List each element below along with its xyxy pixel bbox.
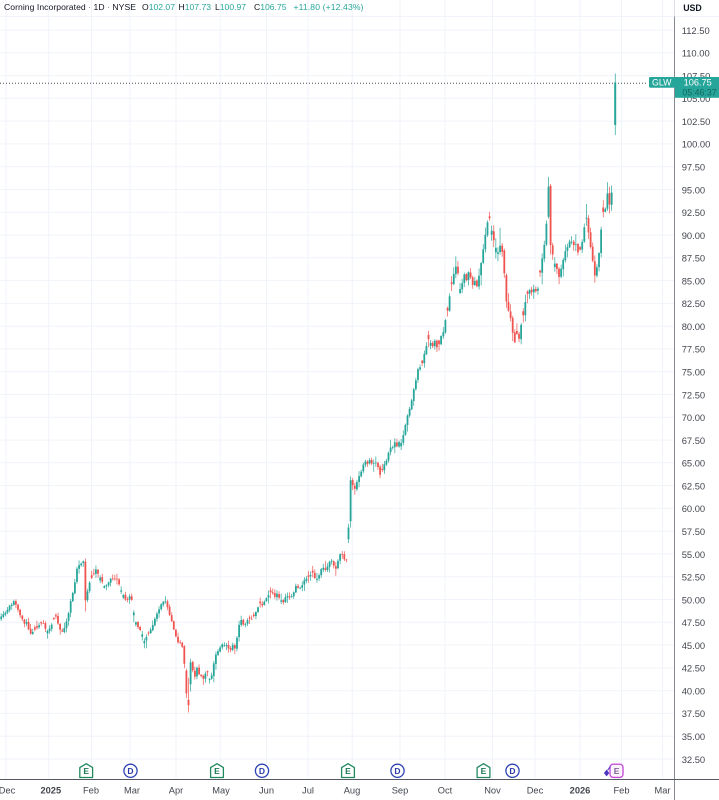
svg-text:47.50: 47.50 (682, 617, 705, 628)
svg-text:112.50: 112.50 (682, 25, 710, 36)
svg-text:45.00: 45.00 (682, 640, 705, 651)
svg-text:Feb: Feb (613, 786, 629, 796)
svg-text:Corning Incorporated · 1D · NY: Corning Incorporated · 1D · NYSE (4, 2, 136, 12)
svg-text:62.50: 62.50 (682, 480, 705, 491)
svg-text:E: E (83, 766, 89, 776)
svg-text:105.00: 105.00 (682, 93, 711, 104)
svg-text:05:46:37: 05:46:37 (682, 88, 716, 98)
svg-text:D: D (259, 766, 265, 776)
svg-text:52.50: 52.50 (682, 572, 705, 583)
svg-text:E: E (481, 766, 487, 776)
svg-text:107.50: 107.50 (682, 70, 711, 81)
svg-text:L100.97: L100.97 (215, 2, 246, 12)
svg-text:Jul: Jul (302, 786, 314, 796)
svg-text:57.50: 57.50 (682, 526, 705, 537)
svg-text:E: E (214, 766, 220, 776)
svg-text:Nov: Nov (484, 786, 501, 796)
svg-text:60.00: 60.00 (682, 503, 705, 514)
svg-text:Dec: Dec (527, 786, 544, 796)
svg-text:Oct: Oct (438, 786, 453, 796)
svg-text:USD: USD (683, 3, 702, 13)
svg-text:Jun: Jun (259, 786, 274, 796)
svg-text:110.00: 110.00 (682, 48, 710, 59)
svg-text:102.50: 102.50 (682, 116, 711, 127)
svg-text:87.50: 87.50 (682, 253, 705, 264)
svg-text:72.50: 72.50 (682, 389, 705, 400)
svg-text:GLW: GLW (652, 78, 672, 88)
svg-text:Mar: Mar (654, 786, 670, 796)
svg-text:C106.75: C106.75 (254, 2, 287, 12)
svg-text:Dec: Dec (0, 786, 16, 796)
svg-text:50.00: 50.00 (682, 594, 705, 605)
svg-text:67.50: 67.50 (682, 435, 705, 446)
svg-text:H107.73: H107.73 (179, 2, 212, 12)
svg-text:D: D (394, 766, 400, 776)
svg-text:55.00: 55.00 (682, 549, 705, 560)
svg-text:Aug: Aug (344, 786, 361, 796)
svg-text:2026: 2026 (570, 786, 591, 796)
svg-text:37.50: 37.50 (682, 708, 705, 719)
svg-text:May: May (212, 786, 230, 796)
svg-text:106.75: 106.75 (684, 78, 712, 88)
svg-text:Feb: Feb (83, 786, 99, 796)
svg-text:O102.07: O102.07 (142, 2, 175, 12)
svg-text:70.00: 70.00 (682, 412, 705, 423)
svg-text:80.00: 80.00 (682, 321, 705, 332)
svg-text:75.00: 75.00 (682, 367, 705, 378)
svg-text:D: D (127, 766, 133, 776)
svg-text:32.50: 32.50 (682, 754, 705, 765)
svg-text:Apr: Apr (169, 786, 183, 796)
svg-text:D: D (509, 766, 515, 776)
svg-text:77.50: 77.50 (682, 344, 705, 355)
svg-text:90.00: 90.00 (682, 230, 705, 241)
svg-text:Sep: Sep (392, 786, 409, 796)
svg-text:Mar: Mar (124, 786, 140, 796)
svg-text:82.50: 82.50 (682, 298, 705, 309)
svg-text:100.00: 100.00 (682, 139, 711, 150)
svg-text:42.50: 42.50 (682, 663, 705, 674)
svg-text:40.00: 40.00 (682, 686, 705, 697)
svg-text:95.00: 95.00 (682, 184, 705, 195)
svg-text:85.00: 85.00 (682, 275, 705, 286)
svg-text:35.00: 35.00 (682, 731, 705, 742)
svg-text:97.50: 97.50 (682, 162, 705, 173)
svg-text:E: E (345, 766, 351, 776)
svg-text:E: E (614, 766, 620, 776)
svg-text:+11.80 (+12.43%): +11.80 (+12.43%) (294, 2, 364, 12)
svg-text:2025: 2025 (40, 786, 61, 796)
svg-text:92.50: 92.50 (682, 207, 705, 218)
svg-text:65.00: 65.00 (682, 458, 705, 469)
